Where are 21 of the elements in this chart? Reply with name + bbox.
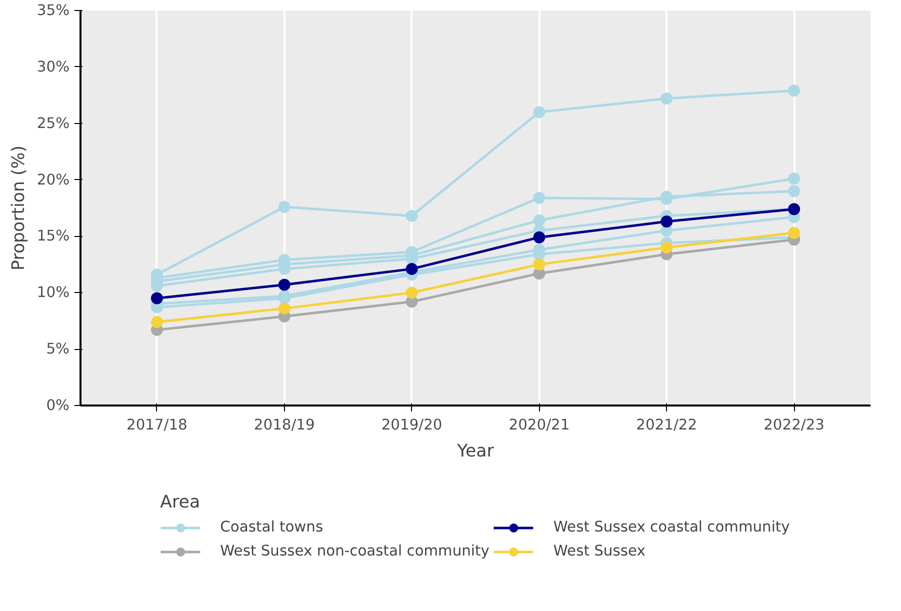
- legend-title: Area: [160, 492, 202, 512]
- y-axis-title: Proportion (%): [8, 146, 29, 270]
- legend-label: Coastal towns: [220, 518, 324, 536]
- legend-label: West Sussex: [553, 542, 646, 560]
- y-tick-label: 30%: [36, 58, 70, 76]
- x-tick-label: 2018/19: [254, 416, 315, 434]
- y-tick-label: 20%: [36, 171, 70, 188]
- legend-label: West Sussex non-coastal community: [220, 542, 490, 560]
- x-tick-label: 2021/22: [636, 416, 698, 434]
- x-tick-label: 2019/20: [381, 416, 442, 434]
- y-tick-label: 35%: [36, 2, 70, 19]
- y-tick-label: 5%: [46, 340, 70, 358]
- y-tick-label: 25%: [36, 114, 70, 132]
- x-axis-title: Year: [456, 442, 495, 462]
- x-tick-label: 2017/18: [126, 416, 188, 434]
- x-tick-label: 2020/21: [508, 416, 570, 434]
- y-tick-label: 15%: [36, 228, 70, 245]
- x-tick-label: 2022/23: [764, 416, 824, 434]
- legend-label: West Sussex coastal community: [553, 518, 790, 536]
- y-tick-label: 0%: [46, 397, 70, 414]
- y-tick-label: 10%: [36, 284, 70, 302]
